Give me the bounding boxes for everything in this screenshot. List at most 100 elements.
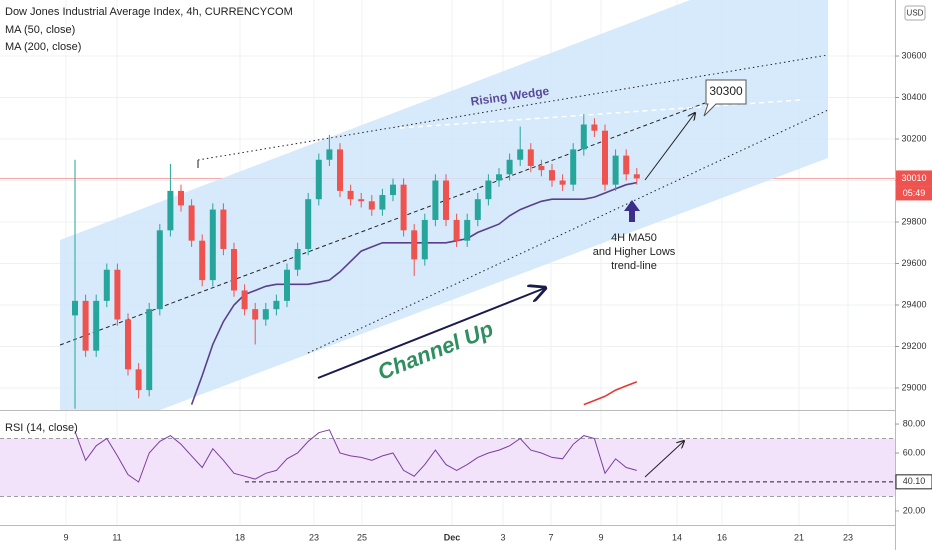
target-arrow xyxy=(644,113,695,181)
x-tick-label: 14 xyxy=(672,532,682,542)
y-tick-label: 30200 xyxy=(901,133,926,143)
candle-body xyxy=(156,230,163,310)
candle-body xyxy=(517,149,524,160)
candle-body xyxy=(315,159,322,200)
candle-body xyxy=(103,269,110,301)
rsi-line xyxy=(74,429,637,483)
candle-body xyxy=(262,309,269,320)
target-label: 30300 xyxy=(709,84,743,98)
moving-average xyxy=(583,381,638,406)
channel-mid xyxy=(59,102,706,346)
x-tick-label: 23 xyxy=(309,532,319,542)
candle-body xyxy=(633,174,640,179)
candle-body xyxy=(474,199,481,220)
y-tick-label: 29200 xyxy=(901,341,926,351)
candle-body xyxy=(559,180,566,185)
candle-body xyxy=(506,159,513,175)
candle-body xyxy=(305,199,312,249)
y-tick-label: 29000 xyxy=(901,382,926,392)
x-tick-label: 21 xyxy=(794,532,804,542)
candle-body xyxy=(411,230,418,260)
channel-arrow xyxy=(317,288,545,379)
y-tick-label: 29800 xyxy=(901,216,926,226)
candle-body xyxy=(231,248,237,291)
candle-body xyxy=(496,174,502,181)
currency-box xyxy=(904,5,926,21)
y-tick-label: 30400 xyxy=(901,92,926,102)
note-line: and Higher Lows xyxy=(593,246,676,258)
candle-body xyxy=(241,290,248,310)
candle-body xyxy=(72,300,78,316)
target-box xyxy=(703,79,747,117)
candle-body xyxy=(135,369,142,391)
candle-body xyxy=(178,190,184,206)
candle-body xyxy=(570,149,577,185)
candle-body xyxy=(114,269,121,320)
axes: 2900029200294002960029800300003020030400… xyxy=(63,50,932,542)
level-tag xyxy=(895,474,932,490)
legend-entry: MA (50, close) xyxy=(5,24,75,36)
candle-body xyxy=(358,199,365,202)
x-tick-label: 11 xyxy=(112,532,121,542)
candles xyxy=(72,114,640,409)
candle-body xyxy=(252,309,259,320)
candle-body xyxy=(591,124,598,131)
y-tick-label: 60.00 xyxy=(903,447,926,457)
candle-body xyxy=(326,149,333,160)
price-tag xyxy=(896,170,932,187)
candle-body xyxy=(432,180,439,220)
candle-body xyxy=(580,124,587,150)
candle-body xyxy=(82,300,89,351)
y-tick-label: 30600 xyxy=(901,50,926,60)
candle-body xyxy=(294,248,301,270)
x-tick-label: Dec xyxy=(444,532,461,542)
candle-body xyxy=(527,149,534,166)
x-tick-label: 16 xyxy=(717,532,727,542)
note-line: trend-line xyxy=(611,260,657,272)
countdown-tag xyxy=(896,186,932,201)
countdown-label: 05:49 xyxy=(903,188,926,198)
channel-label: Channel Up xyxy=(374,316,497,385)
candle-body xyxy=(188,205,195,241)
x-tick-label: 18 xyxy=(235,532,245,542)
candle-body xyxy=(464,219,471,241)
chart-title: Dow Jones Industrial Average Index, 4h, … xyxy=(5,6,293,18)
candle-body xyxy=(549,170,555,181)
x-tick-label: 7 xyxy=(548,532,553,542)
candle-body xyxy=(337,149,343,191)
rsi-pane xyxy=(0,429,895,497)
up-arrow xyxy=(624,200,640,222)
candle-body xyxy=(93,300,100,351)
candle-body xyxy=(623,155,630,175)
y-tick-label: 29400 xyxy=(901,299,926,309)
candle-body xyxy=(368,201,375,210)
candle-body xyxy=(199,240,206,281)
x-tick-label: 25 xyxy=(357,532,367,542)
wedge-lower xyxy=(307,109,829,354)
high-line xyxy=(399,99,801,129)
candle-body xyxy=(125,319,131,370)
rsi-arrow xyxy=(644,441,684,478)
candle-body xyxy=(400,184,407,231)
candle-body xyxy=(273,300,280,310)
currency: USD xyxy=(907,9,924,18)
rsi-band xyxy=(0,438,895,497)
candle-body xyxy=(453,219,460,241)
wedge-upper xyxy=(197,54,829,161)
candle-body xyxy=(421,219,428,260)
candle-body xyxy=(538,165,545,171)
level-tag-label: 40.10 xyxy=(903,476,926,486)
y-tick-label: 20.00 xyxy=(903,505,926,515)
price-tag-label: 30010 xyxy=(901,173,926,183)
candle-body xyxy=(602,130,608,185)
note-line: 4H MA50 xyxy=(611,232,657,244)
x-tick-label: 23 xyxy=(843,532,853,542)
candle-body xyxy=(612,155,619,185)
rsi-title: RSI (14, close) xyxy=(5,422,78,434)
x-tick-label: 9 xyxy=(63,532,68,542)
candle-body xyxy=(485,180,492,200)
y-tick-label: 29600 xyxy=(901,258,926,268)
legend-entry: MA (200, close) xyxy=(5,41,81,53)
price-axis xyxy=(895,0,932,550)
